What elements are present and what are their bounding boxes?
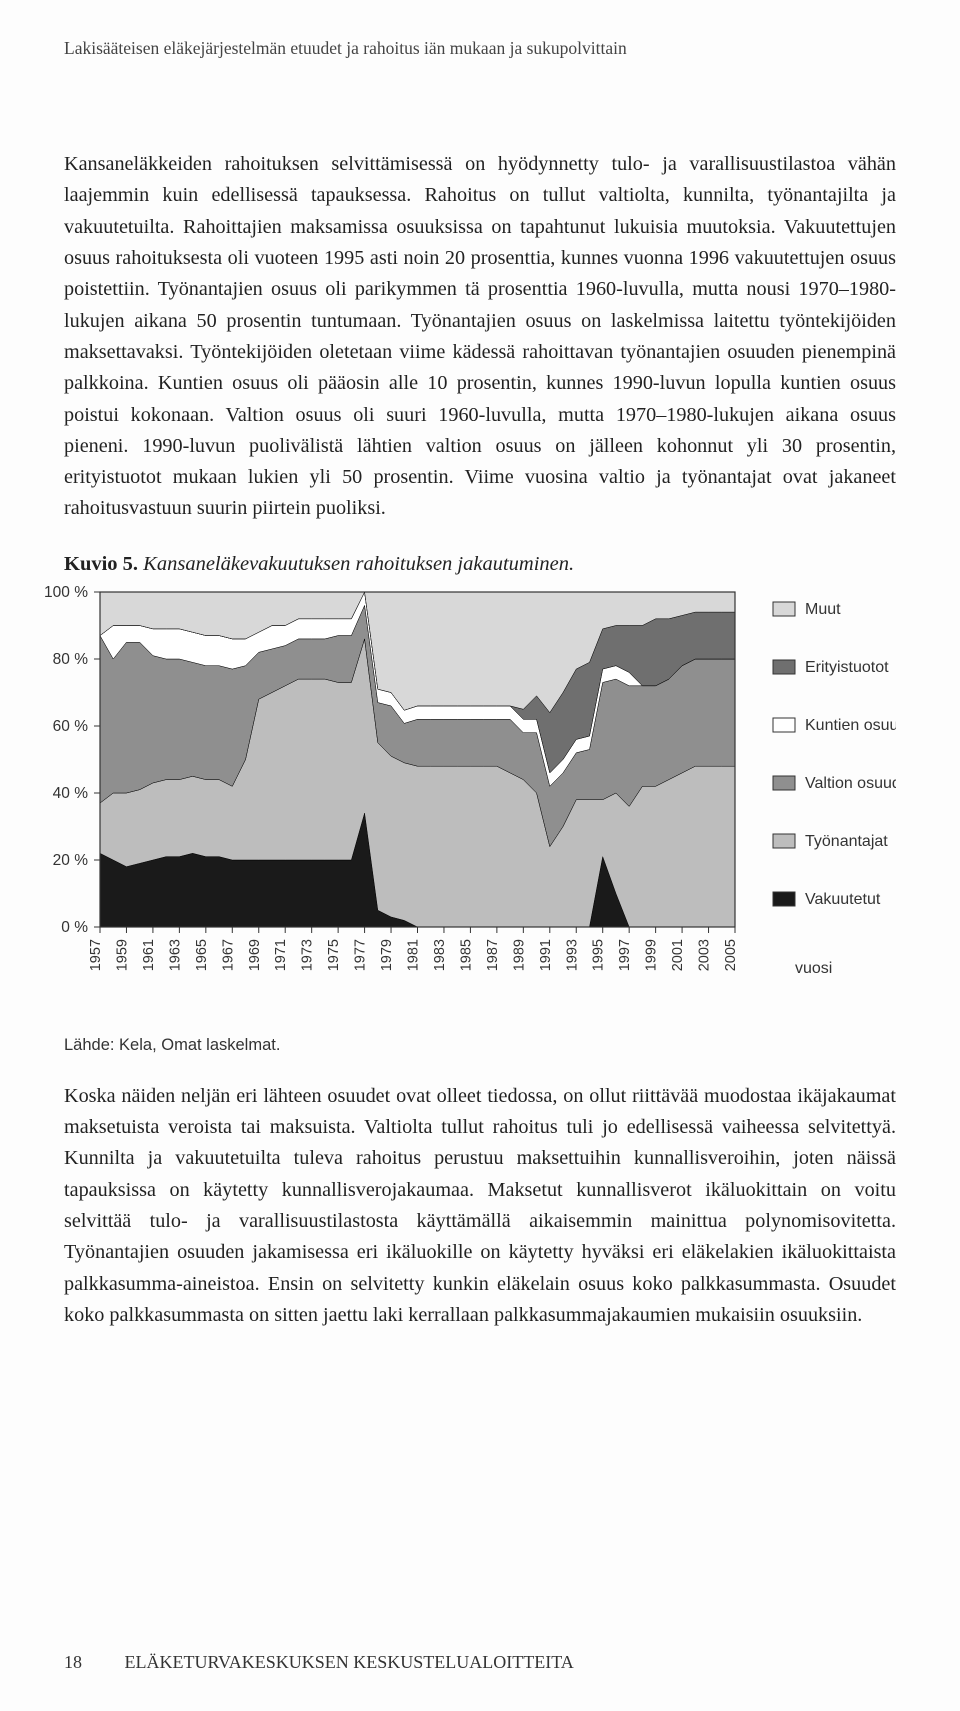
- figure-5-chart: 0 % 20 % 40 % 60 % 80 % 100 % 1957 1959 1961 1963…: [24, 582, 896, 1012]
- svg-text:1959: 1959: [114, 939, 130, 971]
- figure-label: Kuvio 5.: [64, 553, 138, 575]
- figure-caption: Kansaneläkevakuutuksen rahoituksen jakau…: [143, 553, 574, 575]
- svg-text:vuosi: vuosi: [795, 960, 832, 977]
- svg-text:1967: 1967: [220, 939, 236, 971]
- svg-text:1977: 1977: [353, 939, 369, 971]
- svg-text:1971: 1971: [273, 939, 289, 971]
- svg-text:1993: 1993: [564, 939, 580, 971]
- svg-text:1973: 1973: [300, 939, 316, 971]
- svg-text:2001: 2001: [670, 939, 686, 971]
- svg-text:1963: 1963: [167, 939, 183, 971]
- body-paragraph-1: Kansaneläkkeiden rahoituksen selvittämis…: [64, 149, 896, 525]
- area-chart-svg: 0 % 20 % 40 % 60 % 80 % 100 % 1957 1959 1961 1963…: [24, 582, 896, 1012]
- svg-text:Valtion osuudet: Valtion osuudet: [805, 775, 896, 792]
- svg-text:1975: 1975: [326, 939, 342, 971]
- svg-text:Muut: Muut: [805, 601, 841, 618]
- figure-title: Kuvio 5. Kansaneläkevakuutuksen rahoituk…: [64, 553, 896, 576]
- svg-text:1983: 1983: [432, 939, 448, 971]
- svg-text:Erityistuotot: Erityistuotot: [805, 659, 889, 676]
- body-paragraph-2: Koska näiden neljän eri lähteen osuudet …: [64, 1081, 896, 1332]
- svg-text:Vakuutetut: Vakuutetut: [805, 891, 881, 908]
- svg-text:1999: 1999: [644, 939, 660, 971]
- svg-text:1957: 1957: [88, 939, 104, 971]
- footer-section: ELÄKETURVAKESKUKSEN KESKUSTELUALOITTEITA: [125, 1652, 574, 1672]
- svg-text:1985: 1985: [458, 939, 474, 971]
- svg-text:0 %: 0 %: [61, 919, 88, 936]
- svg-text:1987: 1987: [485, 939, 501, 971]
- svg-text:1995: 1995: [591, 939, 607, 971]
- svg-text:1991: 1991: [538, 939, 554, 971]
- svg-text:1961: 1961: [141, 939, 157, 971]
- figure-source: Lähde: Kela, Omat laskelmat.: [64, 1036, 896, 1055]
- svg-text:1981: 1981: [406, 939, 422, 971]
- svg-text:Työnantajat: Työnantajat: [805, 833, 888, 850]
- svg-text:40 %: 40 %: [53, 785, 89, 802]
- svg-text:1979: 1979: [379, 939, 395, 971]
- svg-text:Kuntien osuudet: Kuntien osuudet: [805, 717, 896, 734]
- running-header: Lakisääteisen eläkejärjestelmän etuudet …: [64, 38, 896, 59]
- svg-text:1965: 1965: [194, 939, 210, 971]
- svg-text:100 %: 100 %: [44, 584, 88, 601]
- page-footer: 18 ELÄKETURVAKESKUKSEN KESKUSTELUALOITTE…: [64, 1652, 574, 1673]
- svg-text:1989: 1989: [511, 939, 527, 971]
- svg-text:60 %: 60 %: [53, 718, 89, 735]
- svg-text:2003: 2003: [697, 939, 713, 971]
- svg-text:20 %: 20 %: [53, 852, 89, 869]
- svg-text:2005: 2005: [723, 939, 739, 971]
- svg-text:1969: 1969: [247, 939, 263, 971]
- page-number: 18: [64, 1652, 82, 1672]
- svg-text:80 %: 80 %: [53, 651, 89, 668]
- svg-text:1997: 1997: [617, 939, 633, 971]
